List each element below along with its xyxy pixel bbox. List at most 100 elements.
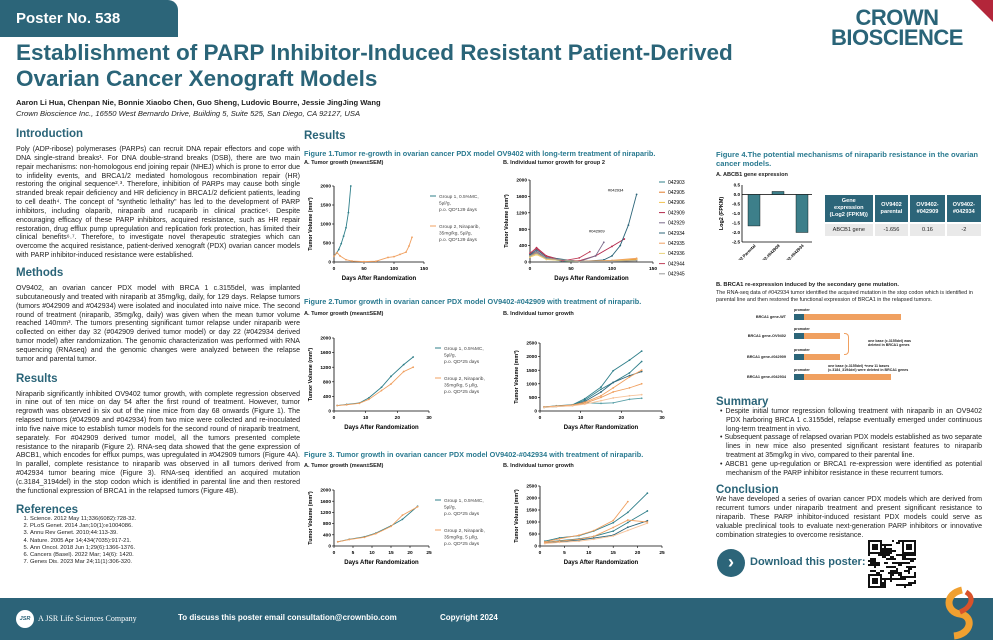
- qr-module: [892, 574, 894, 576]
- bar: [747, 194, 761, 227]
- data-point: [592, 529, 595, 532]
- data-point: [635, 259, 638, 262]
- figure-1b-chart: 0 400 800 1200 1600 2000 0 50 100 150 Days After R…: [504, 178, 685, 282]
- data-point: [600, 396, 602, 399]
- data-point: [571, 404, 574, 407]
- x-axis-label: Days After Randomization: [564, 560, 639, 566]
- qr-module: [878, 564, 880, 566]
- qr-module: [892, 540, 894, 542]
- data-point: [401, 514, 404, 517]
- references-list: Science. 2012 May 11;336(6082):728-32. P…: [16, 516, 300, 567]
- y-tick-label: 500: [323, 241, 331, 247]
- logo-line-2: BIOSCIENCE: [831, 25, 963, 50]
- qr-module: [906, 562, 908, 564]
- footer-contact[interactable]: To discuss this poster email consultatio…: [178, 613, 397, 622]
- figure-2a-subtitle: A. Tumor growth (mean±SEM): [304, 311, 384, 317]
- qr-module: [878, 572, 880, 574]
- x-tick-label: 0: [539, 550, 542, 556]
- x-tick-label: 0: [333, 415, 336, 421]
- promoter-segment: [794, 333, 804, 339]
- qr-module: [884, 556, 886, 558]
- data-point: [600, 394, 602, 397]
- series-line: [544, 371, 642, 408]
- gene-label: BRCA1 gene-OV9402: [747, 334, 786, 338]
- y-tick-label: 2000: [320, 336, 331, 342]
- y-tick-label: 800: [323, 521, 331, 527]
- y-tick-label: 2000: [526, 354, 537, 360]
- qr-module: [884, 578, 886, 580]
- affiliation: Crown Bioscience Inc., 16550 West Bernar…: [16, 109, 361, 118]
- data-point: [635, 257, 638, 260]
- qr-module: [908, 566, 910, 568]
- y-tick-label: 1000: [526, 520, 537, 526]
- qr-module: [906, 554, 908, 556]
- qr-module: [890, 574, 892, 576]
- data-point: [626, 519, 629, 521]
- x-tick-label: 10: [369, 550, 375, 556]
- qr-module: [906, 576, 908, 578]
- qr-module: [894, 570, 896, 572]
- results-text: Niraparib significantly inhibited OV9402…: [16, 390, 300, 495]
- results-heading-left: Results: [16, 372, 58, 385]
- qr-module: [904, 584, 906, 586]
- qr-module: [898, 562, 900, 564]
- qr-module: [912, 582, 914, 584]
- series-line: [544, 492, 648, 542]
- data-point: [535, 250, 538, 253]
- qr-module: [896, 542, 898, 544]
- qr-module: [902, 562, 904, 564]
- gene-label: BRCA1 gene-WT: [755, 315, 786, 319]
- qr-module: [886, 578, 888, 580]
- data-point: [583, 403, 586, 406]
- qr-module: [888, 572, 890, 574]
- y-tick-label: 1200: [320, 365, 331, 371]
- table-row: ABCB1 gene -1.656 0.16 -2: [825, 224, 981, 236]
- data-point: [592, 535, 595, 538]
- data-point: [416, 505, 419, 508]
- qr-module: [868, 564, 870, 566]
- series-line: [337, 506, 418, 543]
- methods-heading: Methods: [16, 266, 64, 279]
- qr-module: [896, 562, 898, 564]
- left-column: Introduction Poly (ADP-ribose) polymeras…: [16, 128, 300, 567]
- jsr-logo-icon: JSR: [16, 610, 34, 628]
- data-point: [411, 236, 413, 239]
- series-line: [337, 366, 414, 406]
- data-point: [611, 254, 613, 257]
- qr-module: [902, 556, 904, 558]
- qr-module: [872, 558, 874, 560]
- intro-heading: Introduction: [16, 128, 84, 140]
- qr-module: [884, 552, 886, 554]
- data-point: [646, 492, 649, 495]
- summary-item: Subsequent passage of relapsed ovarian P…: [724, 434, 982, 460]
- data-point: [588, 250, 591, 253]
- y-tick-label: 1200: [516, 210, 527, 216]
- x-tick-label: 50: [361, 266, 367, 272]
- qr-module: [892, 572, 894, 574]
- qr-module: [914, 574, 916, 576]
- y-tick-label: 500: [529, 532, 537, 538]
- y-tick-label: -0.5: [732, 202, 740, 207]
- data-point: [545, 255, 548, 258]
- data-point: [600, 402, 602, 405]
- y-tick-label: 0: [328, 544, 331, 550]
- legend-label: 5µl/g,: [439, 200, 451, 206]
- qr-module: [892, 570, 894, 572]
- download-poster-link[interactable]: Download this poster:: [750, 556, 866, 568]
- qr-module: [890, 580, 892, 582]
- legend-label: p.o. QD*25 days: [444, 541, 480, 547]
- qr-module: [892, 578, 894, 580]
- y-tick-label: 2500: [526, 341, 537, 347]
- deletion-note-1: one base (c.3155del) was deleted in BRCA…: [868, 339, 911, 347]
- data-point: [336, 404, 339, 407]
- qr-module: [910, 558, 912, 560]
- legend-label: 5µl/g,: [444, 504, 456, 510]
- data-point: [640, 369, 643, 372]
- qr-module: [904, 578, 906, 580]
- data-point: [402, 363, 405, 366]
- data-point: [402, 370, 405, 373]
- chevron-right-circle-icon[interactable]: ›: [717, 549, 745, 577]
- qr-module: [880, 570, 882, 572]
- qr-code[interactable]: [868, 540, 916, 588]
- qr-module: [896, 572, 898, 574]
